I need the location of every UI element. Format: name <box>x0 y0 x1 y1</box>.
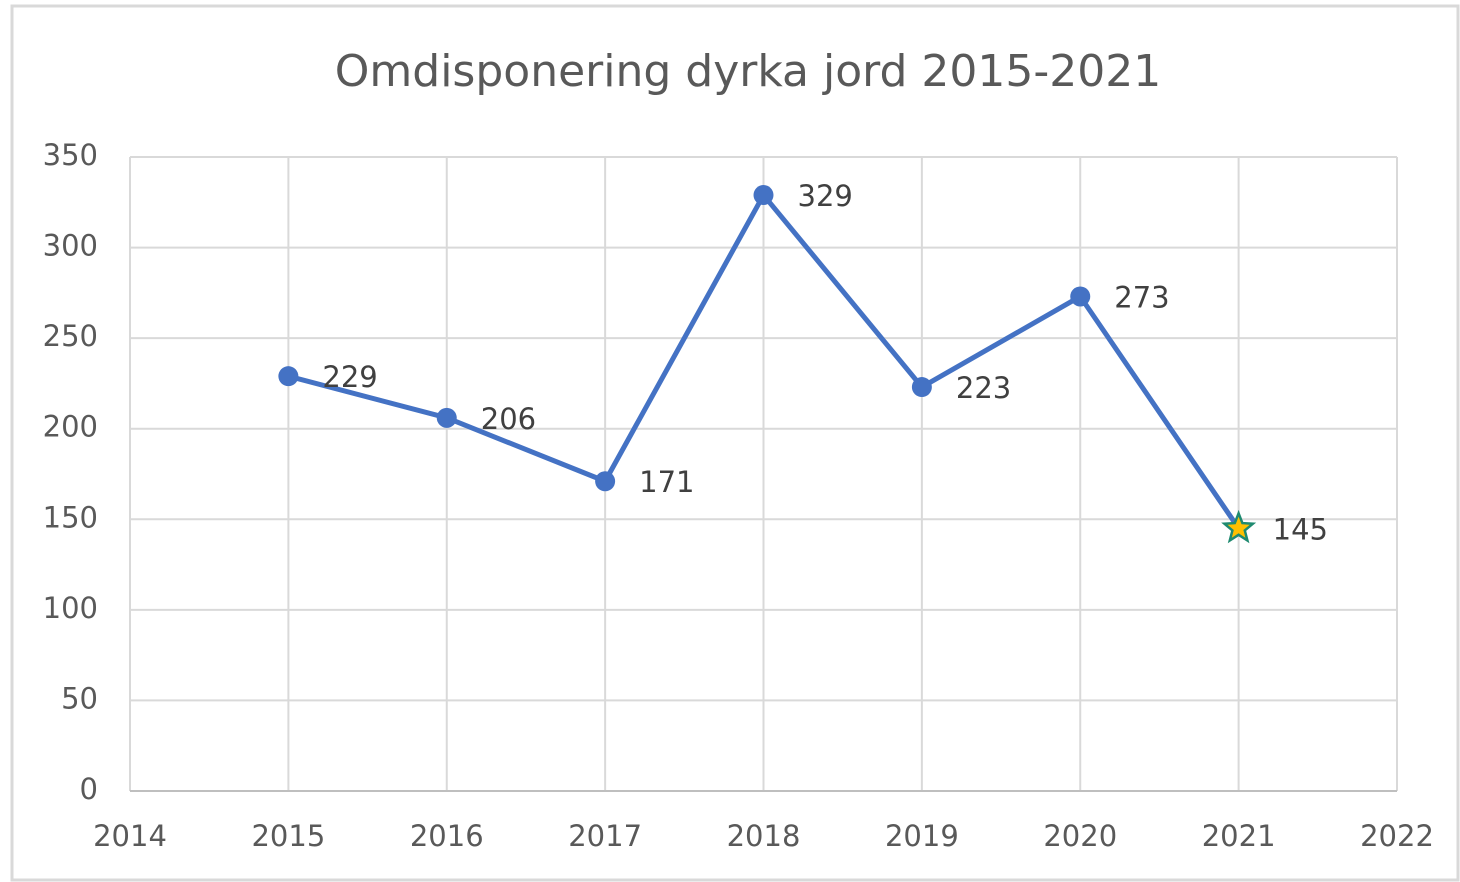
data-label: 171 <box>639 465 694 499</box>
x-tick-label: 2021 <box>1202 819 1276 853</box>
point <box>1070 286 1091 307</box>
data-label: 329 <box>798 179 853 213</box>
y-tick-label: 200 <box>43 410 98 444</box>
y-tick-label: 50 <box>61 681 98 715</box>
data-label: 145 <box>1273 512 1328 546</box>
data-label: 229 <box>322 360 377 394</box>
point <box>1221 509 1257 544</box>
x-tick-label: 2015 <box>251 819 325 853</box>
y-tick-label: 300 <box>43 229 98 263</box>
data-label: 223 <box>956 371 1011 405</box>
x-tick-label: 2018 <box>727 819 801 853</box>
point <box>278 366 299 387</box>
y-tick-label: 100 <box>43 591 98 625</box>
chart-border <box>10 4 1460 882</box>
point <box>753 185 774 206</box>
x-tick-label: 2022 <box>1360 819 1434 853</box>
x-tick-label: 2016 <box>410 819 484 853</box>
data-label: 273 <box>1114 280 1169 314</box>
x-tick-label: 2014 <box>93 819 167 853</box>
x-tick-label: 2017 <box>568 819 642 853</box>
point <box>436 407 457 428</box>
chart-title: Omdisponering dyrka jord 2015-2021 <box>335 46 1161 97</box>
y-tick-label: 150 <box>43 500 98 534</box>
data-label: 206 <box>481 402 536 436</box>
x-tick-label: 2019 <box>885 819 959 853</box>
x-tick-label: 2020 <box>1043 819 1117 853</box>
point <box>911 377 932 398</box>
y-tick-label: 0 <box>80 772 98 806</box>
y-tick-label: 350 <box>43 138 98 172</box>
y-tick-label: 250 <box>43 319 98 353</box>
point <box>595 471 616 492</box>
